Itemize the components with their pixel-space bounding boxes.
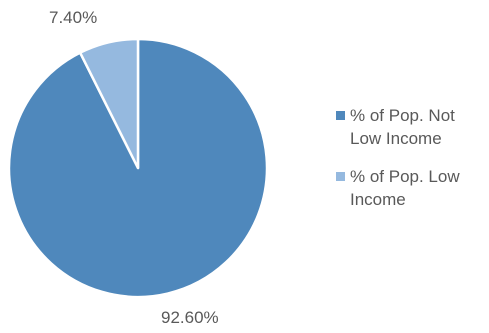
legend-item-low-income: % of Pop. Low Income <box>336 165 486 211</box>
legend-label-low-income: % of Pop. Low Income <box>350 167 460 209</box>
legend-swatch-not-low-income <box>336 111 345 120</box>
legend-label-not-low-income: % of Pop. Not Low Income <box>350 106 455 148</box>
data-label-not-low-income: 92.60% <box>161 308 219 327</box>
legend-item-not-low-income: % of Pop. Not Low Income <box>336 104 486 150</box>
data-label-low-income: 7.40% <box>49 8 98 27</box>
legend-swatch-low-income <box>336 172 345 181</box>
pie-slice-low-income <box>78 37 140 170</box>
legend: % of Pop. Not Low Income % of Pop. Low I… <box>336 104 486 226</box>
